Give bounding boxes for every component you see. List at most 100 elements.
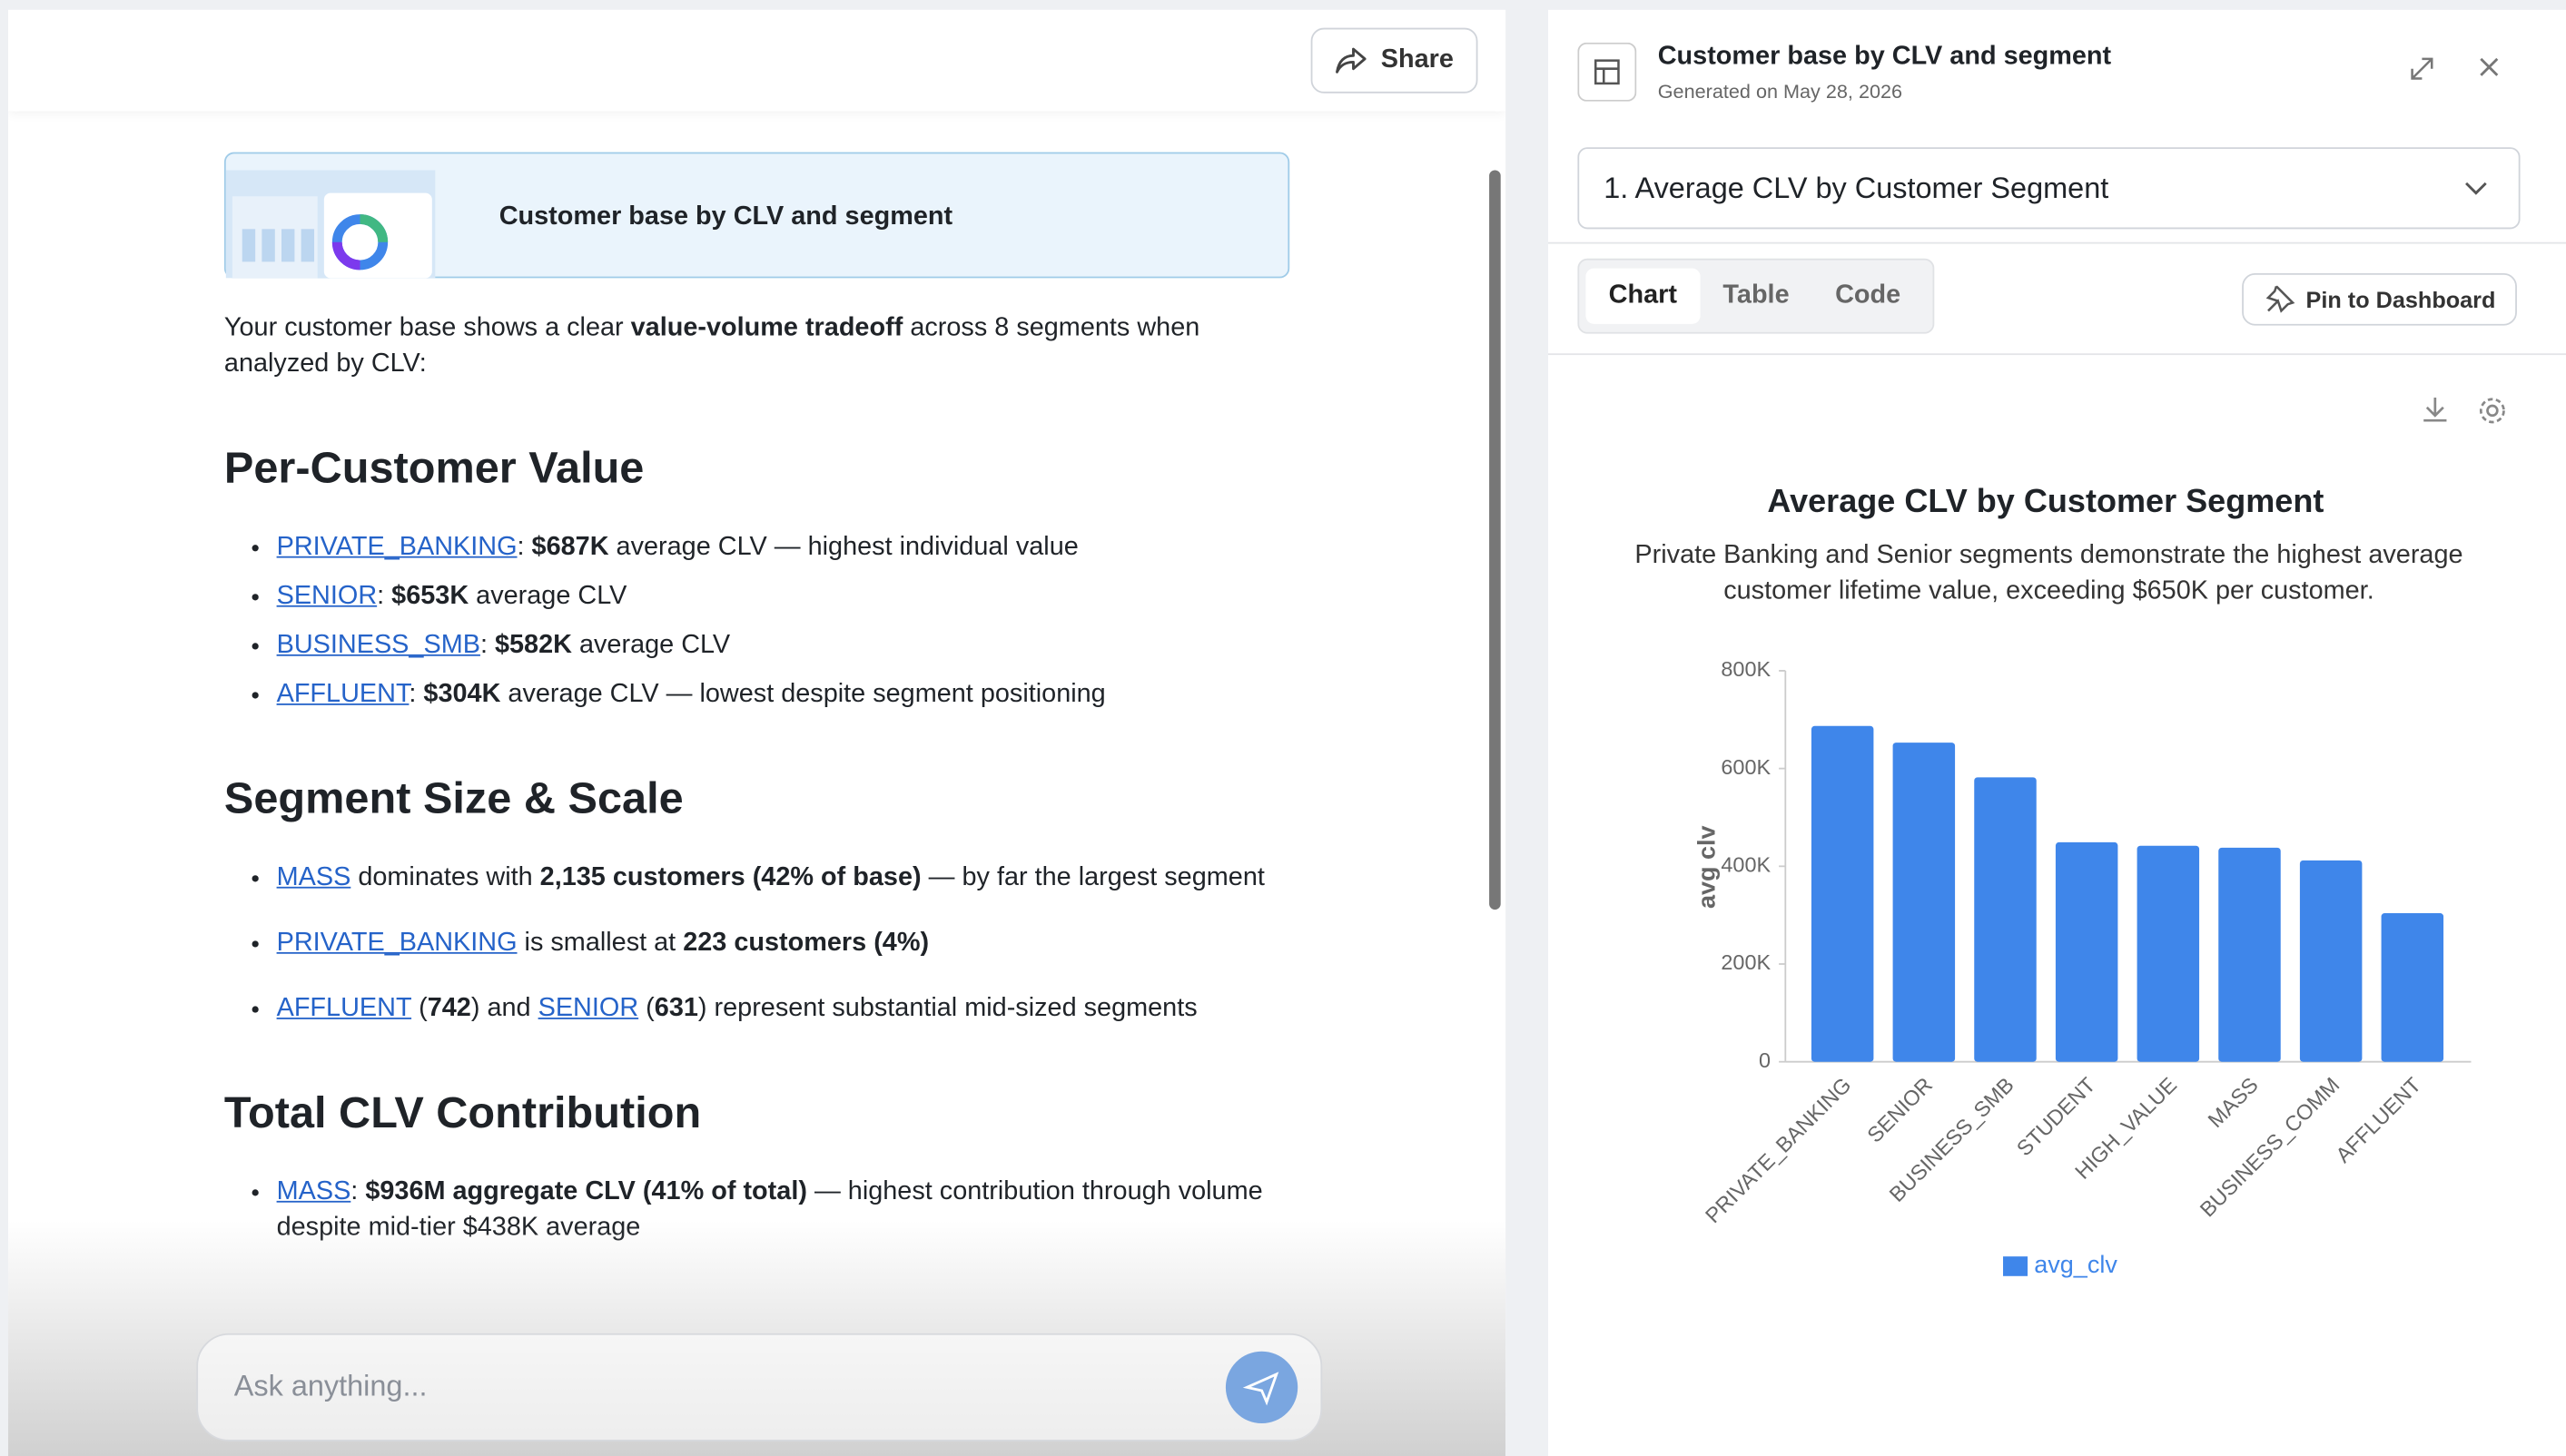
shape: [2411, 57, 2433, 80]
panel-icon: [1577, 42, 1637, 102]
bullet: PRIVATE_BANKING is smallest at 223 custo…: [277, 926, 1305, 962]
shape: [2480, 57, 2499, 76]
bold-text: 223 customers (4%): [683, 929, 930, 958]
link[interactable]: PRIVATE_BANKING: [276, 533, 518, 562]
shape: [1242, 1372, 1279, 1406]
text: is smallest at: [517, 929, 684, 958]
window-controls[interactable]: [2405, 53, 2503, 85]
bullet-list: MASS dominates with 2,135 customers (42%…: [224, 861, 1305, 1028]
dropdown-label: 1. Average CLV by Customer Segment: [1604, 172, 2109, 205]
link[interactable]: AFFLUENT: [276, 994, 412, 1023]
text: (: [411, 994, 428, 1023]
bold-text: $582K: [494, 631, 572, 660]
card-thumbnail: [225, 170, 436, 279]
shape: [262, 229, 275, 262]
text: :: [479, 631, 495, 660]
shape: [1594, 59, 1620, 85]
bar: [2055, 841, 2118, 1062]
text: :: [517, 533, 532, 562]
share-icon: [1335, 47, 1367, 74]
chart-dropdown[interactable]: 1. Average CLV by Customer Segment: [1577, 147, 2521, 230]
send-button[interactable]: [1224, 1350, 1299, 1425]
link[interactable]: SENIOR: [276, 582, 378, 611]
y-axis-label: avg clv: [1693, 825, 1721, 909]
bullet: BUSINESS_SMB: $582K average CLV: [277, 628, 1305, 664]
link[interactable]: BUSINESS_SMB: [276, 631, 480, 660]
share-button[interactable]: Share: [1310, 27, 1478, 93]
shape: [242, 229, 256, 262]
report-card[interactable]: Customer base by CLV and segment: [223, 152, 1290, 279]
shape: [1577, 42, 1637, 102]
tab[interactable]: Chart: [1585, 268, 1701, 324]
bold-text: $936M aggregate CLV (41% of total): [365, 1177, 807, 1206]
link[interactable]: PRIVATE_BANKING: [276, 929, 518, 958]
bullet: AFFLUENT: $304K average CLV — lowest des…: [277, 677, 1305, 713]
tab[interactable]: Table: [1722, 280, 1790, 310]
bar: [1892, 743, 1956, 1062]
scrollbar[interactable]: [1489, 170, 1501, 910]
artifact-panel: Customer base by CLV and segment Generat…: [1547, 9, 2566, 1456]
shape: [301, 229, 315, 262]
placeholder: Ask anything...: [233, 1369, 428, 1402]
bullet: PRIVATE_BANKING: $687K average CLV — hig…: [277, 530, 1305, 566]
bullet: SENIOR: $653K average CLV: [277, 579, 1305, 615]
shape: [2265, 285, 2295, 313]
link[interactable]: AFFLUENT: [276, 680, 410, 709]
chat-input[interactable]: Ask anything...: [196, 1333, 1323, 1441]
chevron: [2465, 182, 2487, 195]
heading: Per-Customer Value: [223, 443, 645, 493]
text: — by far the largest segment: [921, 863, 1265, 892]
shape: [2479, 398, 2505, 424]
bar: [2381, 913, 2444, 1062]
y-tick-label: 0: [1759, 1048, 1771, 1072]
text: :: [377, 582, 392, 611]
chart-subtitle: Private Banking and Senior segments demo…: [1634, 541, 2463, 605]
pin-label: Pin to Dashboard: [2305, 286, 2496, 313]
text: :: [350, 1177, 366, 1206]
x-tick-label: AFFLUENT: [2331, 1073, 2425, 1167]
text: average CLV — highest individual value: [608, 533, 1079, 562]
tab[interactable]: Code: [1835, 280, 1901, 310]
heading: Segment Size & Scale: [223, 773, 684, 823]
bold-text: $687K: [531, 533, 609, 562]
shape: [2465, 182, 2487, 195]
pin-button[interactable]: Pin to Dashboard: [2242, 272, 2517, 326]
legend-label: avg_clv: [2034, 1251, 2117, 1278]
x-tick-label: SENIOR: [1862, 1073, 1937, 1147]
shape: [331, 241, 360, 271]
legend-swatch: [2003, 1256, 2028, 1276]
x-tick-label: STUDENT: [2012, 1073, 2100, 1161]
text: Your customer base shows a clear: [223, 314, 631, 342]
link[interactable]: SENIOR: [538, 994, 639, 1023]
chat-panel: Share Customer base by CLV and segment Y…: [8, 9, 1506, 1456]
bold-text: 742: [427, 994, 471, 1023]
tabs: Chart Table Code: [1577, 258, 1935, 334]
link[interactable]: MASS: [276, 863, 351, 892]
x-tick-label: BUSINESS_COMM: [2196, 1073, 2344, 1222]
text: ) represent substantial mid-sized segmen…: [697, 994, 1198, 1023]
bar: [2299, 860, 2363, 1062]
bullet: MASS dominates with 2,135 customers (42%…: [277, 861, 1305, 897]
divider: [1547, 353, 2566, 356]
text: (: [638, 994, 655, 1023]
link[interactable]: MASS: [276, 1177, 351, 1206]
top-bar: Share: [8, 9, 1506, 112]
y-tick-label: 600K: [1721, 755, 1771, 779]
heading: Total CLV Contribution: [223, 1087, 702, 1137]
bullet: AFFLUENT (742) and SENIOR (631) represen…: [277, 991, 1305, 1028]
bar: [2137, 845, 2200, 1062]
panel-title: Customer base by CLV and segment: [1657, 42, 2112, 71]
chart-tools[interactable]: [2419, 394, 2511, 427]
panel-date: Generated on May 28, 2026: [1657, 80, 1903, 103]
share-label: Share: [1380, 45, 1454, 74]
text: average CLV: [571, 631, 731, 660]
bold-text: value-volume tradeoff: [630, 314, 903, 342]
text: :: [409, 680, 424, 709]
bar: [2218, 847, 2281, 1062]
pin-icon: [2265, 285, 2295, 313]
chart-title: Average CLV by Customer Segment: [1767, 484, 2324, 521]
shape: [1335, 47, 1367, 74]
y-tick-label: 200K: [1721, 950, 1771, 974]
